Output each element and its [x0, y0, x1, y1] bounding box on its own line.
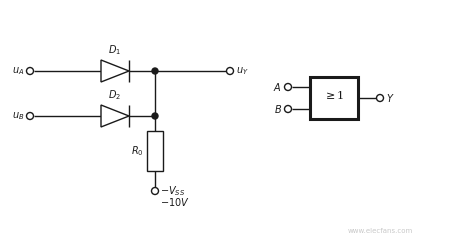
Text: $-V_{SS}$: $-V_{SS}$	[160, 184, 185, 198]
Polygon shape	[101, 60, 129, 82]
Text: $B$: $B$	[274, 103, 282, 115]
Circle shape	[152, 68, 158, 74]
Circle shape	[27, 67, 33, 75]
Text: www.elecfans.com: www.elecfans.com	[347, 228, 412, 234]
Text: $Y$: $Y$	[386, 92, 395, 104]
Text: $A$: $A$	[273, 81, 282, 93]
Text: $R_0$: $R_0$	[131, 144, 144, 158]
Bar	[310, 77, 358, 119]
Circle shape	[285, 83, 292, 91]
Text: $D_1$: $D_1$	[108, 43, 121, 57]
Text: $u_Y$: $u_Y$	[236, 65, 249, 77]
Text: $\geq$1: $\geq$1	[323, 89, 345, 101]
Text: $u_B$: $u_B$	[12, 110, 24, 122]
Circle shape	[377, 94, 384, 102]
Bar	[147, 131, 163, 171]
Polygon shape	[101, 105, 129, 127]
Text: $u_A$: $u_A$	[12, 65, 24, 77]
Circle shape	[226, 67, 233, 75]
Text: $-10V$: $-10V$	[160, 196, 190, 208]
Circle shape	[152, 187, 159, 195]
Circle shape	[152, 113, 158, 119]
Circle shape	[27, 112, 33, 120]
Circle shape	[285, 106, 292, 112]
Text: $D_2$: $D_2$	[108, 88, 121, 102]
